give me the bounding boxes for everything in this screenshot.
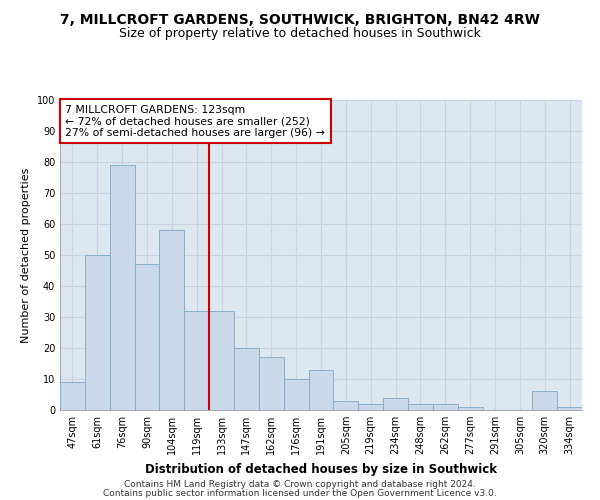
Bar <box>134 264 160 410</box>
Bar <box>284 379 308 410</box>
Text: Contains public sector information licensed under the Open Government Licence v3: Contains public sector information licen… <box>103 489 497 498</box>
Bar <box>458 407 482 410</box>
Bar <box>358 404 383 410</box>
Text: 7 MILLCROFT GARDENS: 123sqm
← 72% of detached houses are smaller (252)
27% of se: 7 MILLCROFT GARDENS: 123sqm ← 72% of det… <box>65 104 325 138</box>
Bar <box>110 165 134 410</box>
X-axis label: Distribution of detached houses by size in Southwick: Distribution of detached houses by size … <box>145 462 497 475</box>
Y-axis label: Number of detached properties: Number of detached properties <box>21 168 31 342</box>
Bar <box>557 407 582 410</box>
Bar <box>308 370 334 410</box>
Text: 7, MILLCROFT GARDENS, SOUTHWICK, BRIGHTON, BN42 4RW: 7, MILLCROFT GARDENS, SOUTHWICK, BRIGHTO… <box>60 12 540 26</box>
Text: Contains HM Land Registry data © Crown copyright and database right 2024.: Contains HM Land Registry data © Crown c… <box>124 480 476 489</box>
Bar <box>433 404 458 410</box>
Text: Size of property relative to detached houses in Southwick: Size of property relative to detached ho… <box>119 28 481 40</box>
Bar <box>234 348 259 410</box>
Bar <box>160 230 184 410</box>
Bar <box>259 358 284 410</box>
Bar <box>184 311 209 410</box>
Bar <box>383 398 408 410</box>
Bar <box>209 311 234 410</box>
Bar <box>85 255 110 410</box>
Bar <box>532 392 557 410</box>
Bar <box>60 382 85 410</box>
Bar <box>334 400 358 410</box>
Bar <box>408 404 433 410</box>
